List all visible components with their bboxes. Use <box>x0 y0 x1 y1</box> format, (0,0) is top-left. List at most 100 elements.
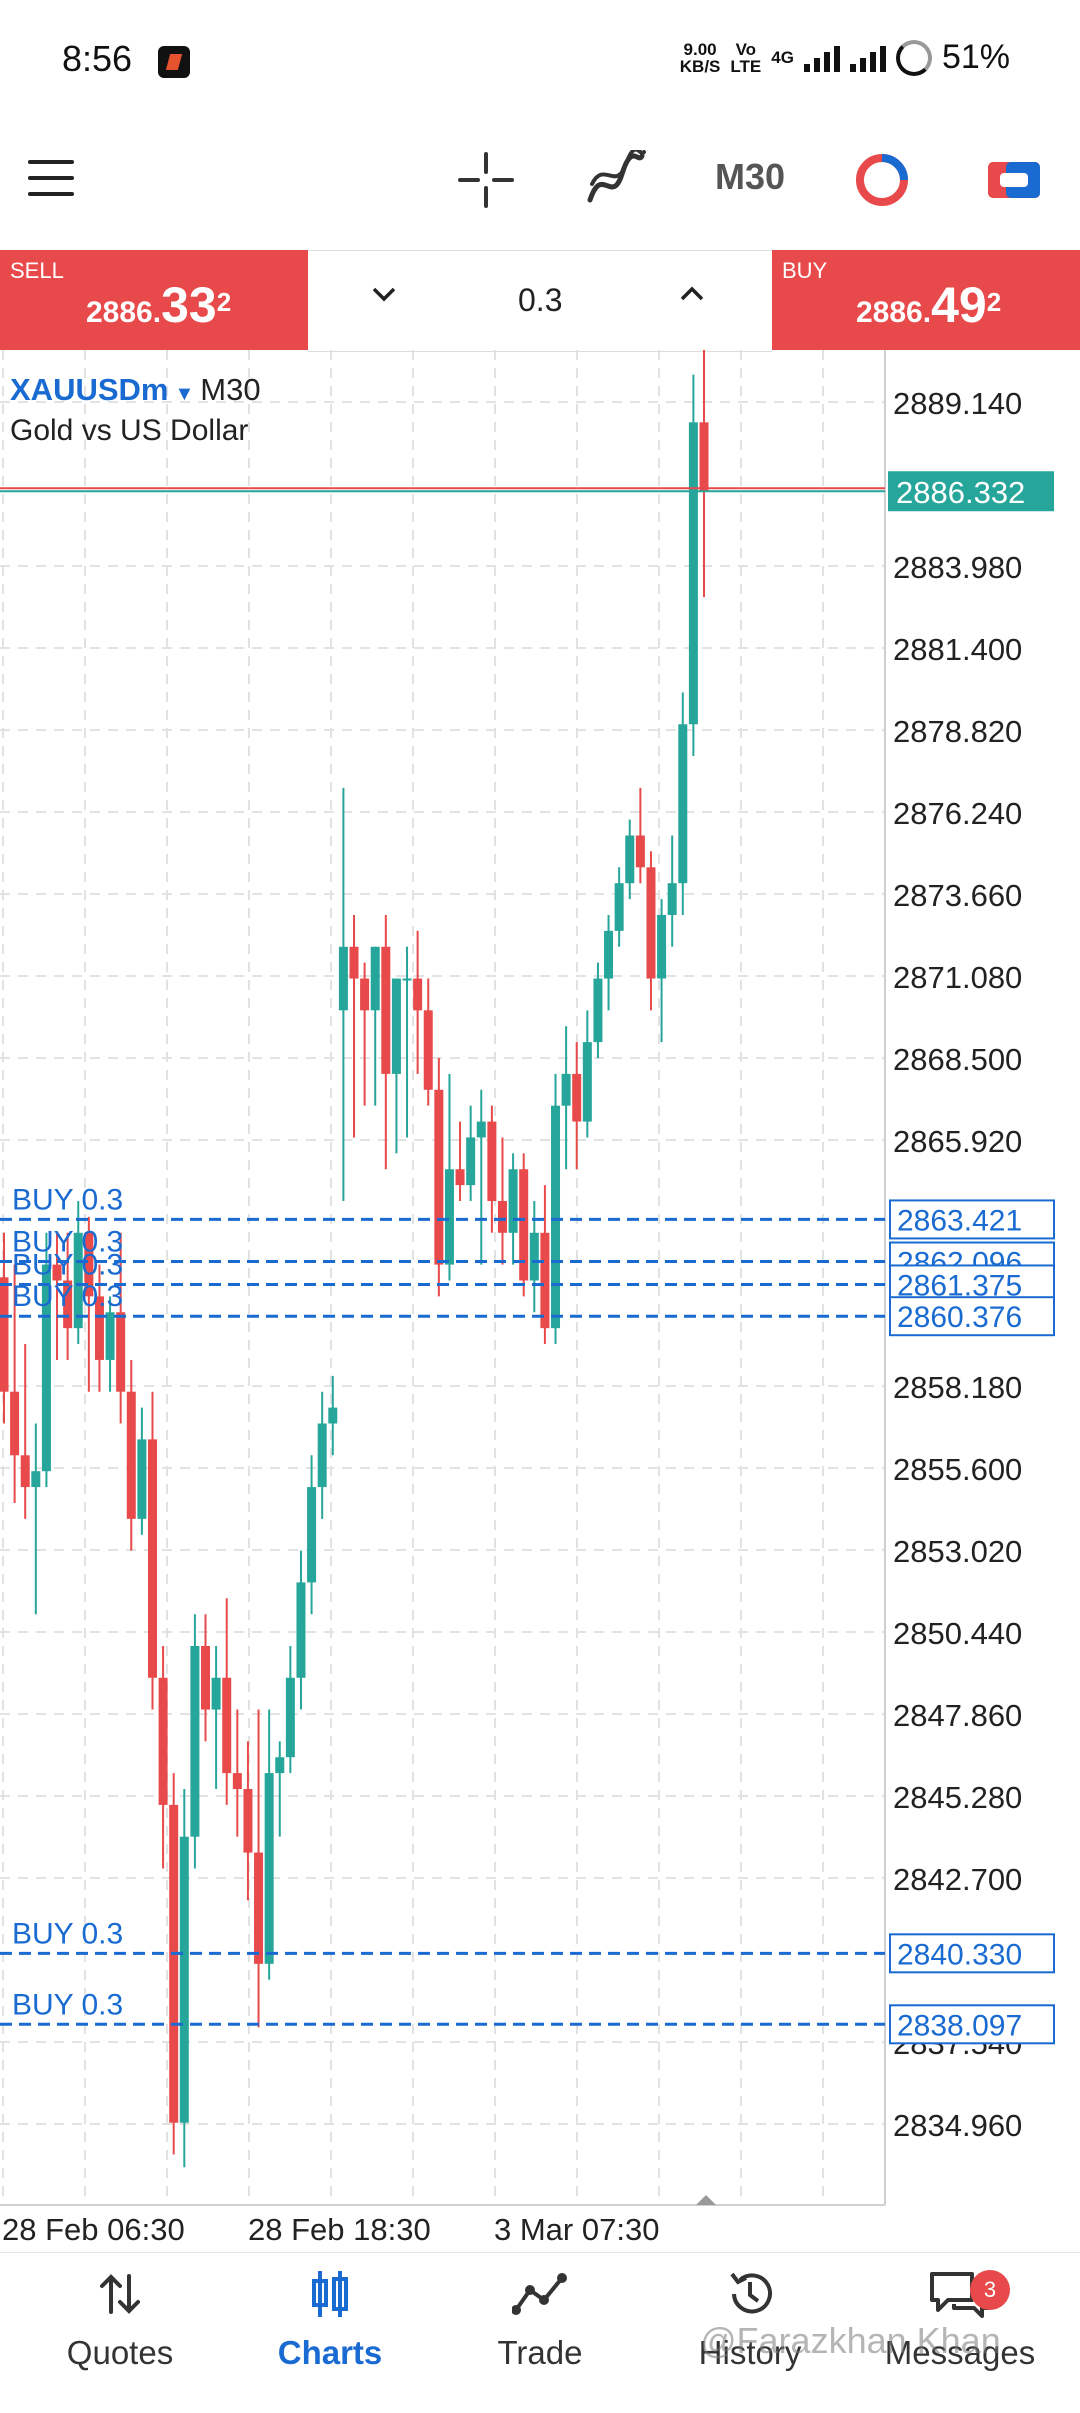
sell-price-big: 33 <box>161 277 217 333</box>
price-chart[interactable]: 2889.140 2883.980 2881.400 2878.820 2876.240… <box>0 350 1080 2250</box>
y-tick-label: 2865.920 <box>893 1124 1022 1159</box>
candle-body <box>211 1677 221 1710</box>
y-tick-label: 2889.140 <box>893 386 1022 421</box>
candle-body <box>423 1010 433 1090</box>
candle-body <box>307 1487 317 1583</box>
chevron-down-icon[interactable] <box>370 278 398 312</box>
x-tick-label: 28 Feb 18:30 <box>248 2212 431 2247</box>
y-tick-label: 2847.860 <box>893 1698 1022 1733</box>
sell-button[interactable]: SELL 2886.332 <box>0 250 308 350</box>
symbol-name[interactable]: XAUUSDm <box>10 372 169 407</box>
chart-canvas[interactable]: 2889.140 2883.980 2881.400 2878.820 2876.240… <box>0 350 1080 2250</box>
candle-body <box>31 1471 41 1488</box>
candle-body <box>94 1296 104 1360</box>
messages-badge: 3 <box>970 2270 1010 2310</box>
order-label: BUY 0.3 <box>12 1280 123 1313</box>
candle-body <box>73 1232 83 1329</box>
nav-quotes-label: Quotes <box>66 2334 174 2371</box>
candle-body <box>413 978 423 1011</box>
order-price-label: 2838.097 <box>897 2009 1022 2042</box>
timeframe-button[interactable]: M30 <box>715 156 786 197</box>
candle-body <box>572 1073 582 1122</box>
battery-level: 51% <box>941 38 1010 76</box>
y-tick-label: 2855.600 <box>893 1452 1022 1487</box>
order-label: BUY 0.3 <box>12 1183 123 1216</box>
y-tick-label: 2868.500 <box>893 1042 1022 1077</box>
status-time: 8:56 <box>62 38 133 79</box>
lot-size-input[interactable]: 0.3 <box>518 282 563 318</box>
buy-button[interactable]: BUY 2886.492 <box>772 250 1080 350</box>
trade-icon <box>450 2262 630 2326</box>
buy-price: 2886.492 <box>856 276 1001 334</box>
candle-body <box>593 978 603 1043</box>
order-label: BUY 0.3 <box>12 1248 123 1281</box>
candle-body <box>657 914 667 979</box>
volte-bottom: LTE <box>730 56 762 76</box>
messages-icon <box>870 2262 1050 2326</box>
indicators-icon[interactable] <box>586 147 646 215</box>
net-speed-unit: KB/S <box>679 56 721 76</box>
menu-icon[interactable] <box>28 160 74 196</box>
candle-body <box>10 1391 20 1456</box>
candle-body <box>190 1645 200 1837</box>
candle-body <box>497 1201 507 1233</box>
candle-body <box>646 867 656 979</box>
order-price-tag <box>889 2004 1055 2045</box>
candle-body <box>476 1121 486 1138</box>
nav-trade[interactable]: Trade <box>450 2262 630 2372</box>
candle-body <box>625 835 635 884</box>
current-price-tag <box>888 471 1054 512</box>
y-tick-label: 2842.700 <box>893 1862 1022 1897</box>
candle-body <box>444 1169 454 1265</box>
caret-down-icon[interactable]: ▼ <box>174 383 195 405</box>
candle-body <box>158 1677 168 1805</box>
candle-body <box>370 946 380 1011</box>
bottom-navigation <box>0 2252 1080 2413</box>
symbol-header[interactable]: XAUUSDm ▼ M30 <box>10 372 261 408</box>
status-indicators: 9.00 KB/S Vo LTE 4G 51% <box>680 38 1010 77</box>
current-price-label: 2886.332 <box>896 475 1025 510</box>
candle-body <box>126 1391 136 1519</box>
y-tick-label: 2853.020 <box>893 1534 1022 1569</box>
chart-toolbar <box>0 120 1080 250</box>
signal-icon-2 <box>849 44 886 72</box>
new-order-icon[interactable] <box>986 154 1042 211</box>
y-tick-label: 2858.180 <box>893 1370 1022 1405</box>
candle-body <box>328 1407 338 1424</box>
crosshair-icon[interactable] <box>458 152 514 213</box>
order-label: BUY 0.3 <box>12 1917 123 1950</box>
candle-body <box>391 978 401 1074</box>
order-price-label: 2860.376 <box>897 1301 1022 1334</box>
candle-body <box>434 1089 444 1265</box>
buy-price-prefix: 2886. <box>856 296 932 329</box>
y-tick-label: 2850.440 <box>893 1616 1022 1651</box>
objects-icon[interactable] <box>854 152 910 213</box>
candle-body <box>614 883 624 931</box>
candle-body <box>0 1277 9 1392</box>
nav-trade-label: Trade <box>497 2334 583 2371</box>
candle-body <box>84 1232 94 1297</box>
net-speed: 9.00 KB/S <box>680 41 721 75</box>
chevron-up-icon[interactable] <box>678 278 706 312</box>
nav-messages[interactable]: Messages <box>870 2262 1050 2372</box>
status-bar: 8:56 9.00 KB/S Vo LTE 4G 51% <box>0 0 1080 120</box>
nav-history[interactable]: History <box>660 2262 840 2372</box>
nav-history-label: History <box>698 2334 802 2371</box>
candle-body <box>296 1582 306 1678</box>
symbol-description: Gold vs US Dollar <box>10 414 249 447</box>
candle-body <box>508 1169 518 1233</box>
nav-quotes[interactable]: Quotes <box>30 2262 210 2372</box>
candle-body <box>179 1836 189 2123</box>
candle-body <box>667 883 677 915</box>
candle-body <box>137 1439 147 1519</box>
scroll-marker-icon <box>696 2195 716 2205</box>
watermark: @Farazkhan Khan <box>700 2320 1001 2361</box>
buy-label: BUY <box>782 258 828 283</box>
signal-icon <box>803 44 840 72</box>
candle-body <box>201 1645 211 1710</box>
nav-charts[interactable]: Charts <box>240 2262 420 2372</box>
candle-body <box>604 930 614 979</box>
candle-body <box>222 1677 232 1774</box>
candle-body <box>20 1455 30 1488</box>
y-tick-label: 2883.980 <box>893 550 1022 585</box>
